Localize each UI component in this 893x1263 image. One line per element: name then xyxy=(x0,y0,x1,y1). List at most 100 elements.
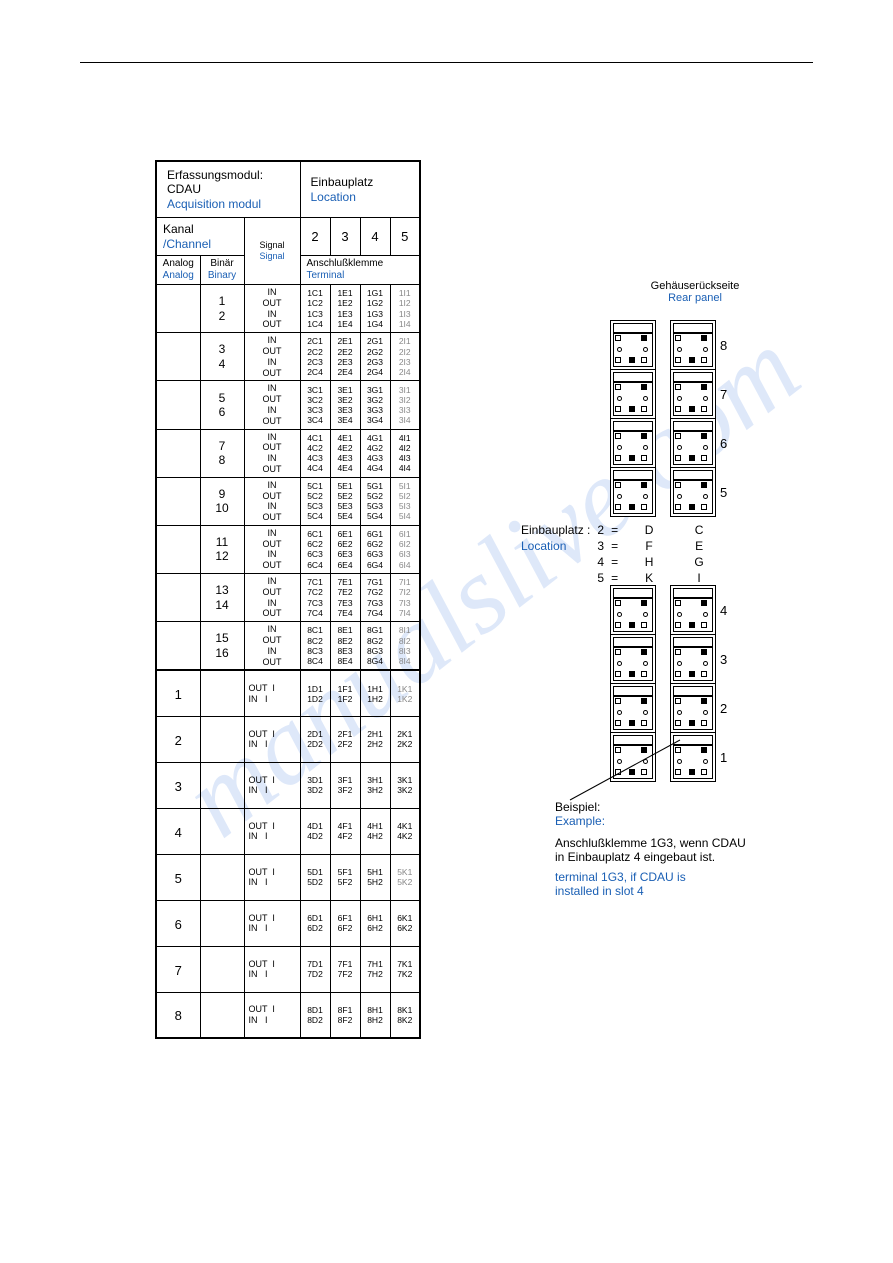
module-number: 5 xyxy=(720,485,727,500)
location-header: Einbauplatz Location xyxy=(300,161,420,218)
terminal-cell: 2C1 2C2 2C3 2C4 xyxy=(300,333,330,381)
terminal-cell: 2I1 2I2 2I3 2I4 xyxy=(390,333,420,381)
terminal-cell: 5G1 5G2 5G3 5G4 xyxy=(360,477,390,525)
signal-cell: INOUTINOUT xyxy=(244,525,300,573)
terminal-cell: 4D1 4D2 xyxy=(300,808,330,854)
analog-channel: 7 xyxy=(156,946,200,992)
binary-cell-empty xyxy=(200,992,244,1038)
analog-cell-empty xyxy=(156,574,200,622)
terminal-cell: 3I1 3I2 3I3 3I4 xyxy=(390,381,420,429)
terminal-cell: 7G1 7G2 7G3 7G4 xyxy=(360,574,390,622)
terminal-cell: 3E1 3E2 3E3 3E4 xyxy=(330,381,360,429)
module-number: 1 xyxy=(720,750,727,765)
analog-channel: 3 xyxy=(156,762,200,808)
example-block: Beispiel: Example: Anschlußklemme 1G3, w… xyxy=(555,800,746,898)
terminal-cell: 3K1 3K2 xyxy=(390,762,420,808)
terminal-cell: 4C1 4C2 4C3 4C4 xyxy=(300,429,330,477)
analog-cell-empty xyxy=(156,381,200,429)
binary-channel: 56 xyxy=(200,381,244,429)
signal-cell: OUT I IN I xyxy=(244,992,300,1038)
rear-panel-label: Gehäuserückseite Rear panel xyxy=(605,280,785,304)
loc-en: Location xyxy=(311,190,356,204)
binary-cell-empty xyxy=(200,808,244,854)
terminal-cell: 7I1 7I2 7I3 7I4 xyxy=(390,574,420,622)
terminal-cell: 1G1 1G2 1G3 1G4 xyxy=(360,284,390,332)
terminal-cell: 4E1 4E2 4E3 4E4 xyxy=(330,429,360,477)
signal-cell: OUT I IN I xyxy=(244,946,300,992)
module-number: 3 xyxy=(720,652,727,667)
terminal-cell: 1E1 1E2 1E3 1E4 xyxy=(330,284,360,332)
loc-col-4: 4 xyxy=(360,218,390,256)
title-en: Acquisition modul xyxy=(167,197,261,211)
binary-channel: 1112 xyxy=(200,525,244,573)
terminal-cell: 3G1 3G2 3G3 3G4 xyxy=(360,381,390,429)
terminal-cell: 8F1 8F2 xyxy=(330,992,360,1038)
terminal-cell: 6H1 6H2 xyxy=(360,900,390,946)
terminal-cell: 7H1 7H2 xyxy=(360,946,390,992)
signal-cell: OUT I IN I xyxy=(244,900,300,946)
terminal-cell: 2E1 2E2 2E3 2E4 xyxy=(330,333,360,381)
terminal-cell: 4I1 4I2 4I3 4I4 xyxy=(390,429,420,477)
module-slot xyxy=(610,467,656,517)
terminal-cell: 4F1 4F2 xyxy=(330,808,360,854)
signal-cell: OUT I IN I xyxy=(244,716,300,762)
terminal-cell: 6D1 6D2 xyxy=(300,900,330,946)
terminal-cell: 6I1 6I2 6I3 6I4 xyxy=(390,525,420,573)
terminal-cell: 7C1 7C2 7C3 7C4 xyxy=(300,574,330,622)
terminal-cell: 6G1 6G2 6G3 6G4 xyxy=(360,525,390,573)
terminal-cell: 8D1 8D2 xyxy=(300,992,330,1038)
terminal-cell: 1H1 1H2 xyxy=(360,670,390,716)
signal-cell: OUT I IN I xyxy=(244,670,300,716)
module-slot xyxy=(670,320,716,370)
binary-channel: 34 xyxy=(200,333,244,381)
terminal-cell: 2G1 2G2 2G3 2G4 xyxy=(360,333,390,381)
analog-header: Analog Analog xyxy=(156,255,200,284)
terminal-table: Erfassungsmodul: CDAU Acquisition modul … xyxy=(155,160,421,1039)
table-title: Erfassungsmodul: CDAU Acquisition modul xyxy=(156,161,300,218)
terminal-cell: 8I1 8I2 8I3 8I4 xyxy=(390,622,420,671)
terminal-header: Anschlußklemme Terminal xyxy=(300,255,420,284)
module-slot xyxy=(610,634,656,684)
signal-cell: INOUTINOUT xyxy=(244,477,300,525)
module-slot xyxy=(610,585,656,635)
terminal-cell: 5F1 5F2 xyxy=(330,854,360,900)
terminal-cell: 1F1 1F2 xyxy=(330,670,360,716)
module-slot xyxy=(670,585,716,635)
module-slot xyxy=(610,418,656,468)
module-number: 8 xyxy=(720,338,727,353)
horizontal-rule xyxy=(80,62,813,63)
module-number: 6 xyxy=(720,436,727,451)
signal-cell: INOUTINOUT xyxy=(244,333,300,381)
signal-cell: OUT I IN I xyxy=(244,854,300,900)
signal-header: Signal Signal xyxy=(244,218,300,285)
module-slot xyxy=(670,369,716,419)
terminal-cell: 5E1 5E2 5E3 5E4 xyxy=(330,477,360,525)
title-de: Erfassungsmodul: CDAU xyxy=(167,168,263,196)
terminal-cell: 5D1 5D2 xyxy=(300,854,330,900)
analog-channel: 1 xyxy=(156,670,200,716)
binary-channel: 78 xyxy=(200,429,244,477)
analog-cell-empty xyxy=(156,477,200,525)
loc-col-5: 5 xyxy=(390,218,420,256)
analog-cell-empty xyxy=(156,525,200,573)
kanal-header: Kanal /Channel xyxy=(156,218,244,256)
module-number: 7 xyxy=(720,387,727,402)
terminal-cell: 3D1 3D2 xyxy=(300,762,330,808)
terminal-cell: 3C1 3C2 3C3 3C4 xyxy=(300,381,330,429)
terminal-cell: 5H1 5H2 xyxy=(360,854,390,900)
signal-cell: INOUTINOUT xyxy=(244,284,300,332)
module-slot xyxy=(610,320,656,370)
module-slot xyxy=(610,369,656,419)
signal-cell: INOUTINOUT xyxy=(244,622,300,671)
loc-col-2: 2 xyxy=(300,218,330,256)
binary-cell-empty xyxy=(200,900,244,946)
terminal-cell: 7K1 7K2 xyxy=(390,946,420,992)
binary-channel: 1516 xyxy=(200,622,244,671)
signal-cell: INOUTINOUT xyxy=(244,381,300,429)
analog-channel: 6 xyxy=(156,900,200,946)
signal-cell: INOUTINOUT xyxy=(244,429,300,477)
terminal-cell: 3H1 3H2 xyxy=(360,762,390,808)
signal-cell: OUT I IN I xyxy=(244,808,300,854)
terminal-cell: 2F1 2F2 xyxy=(330,716,360,762)
terminal-cell: 4G1 4G2 4G3 4G4 xyxy=(360,429,390,477)
